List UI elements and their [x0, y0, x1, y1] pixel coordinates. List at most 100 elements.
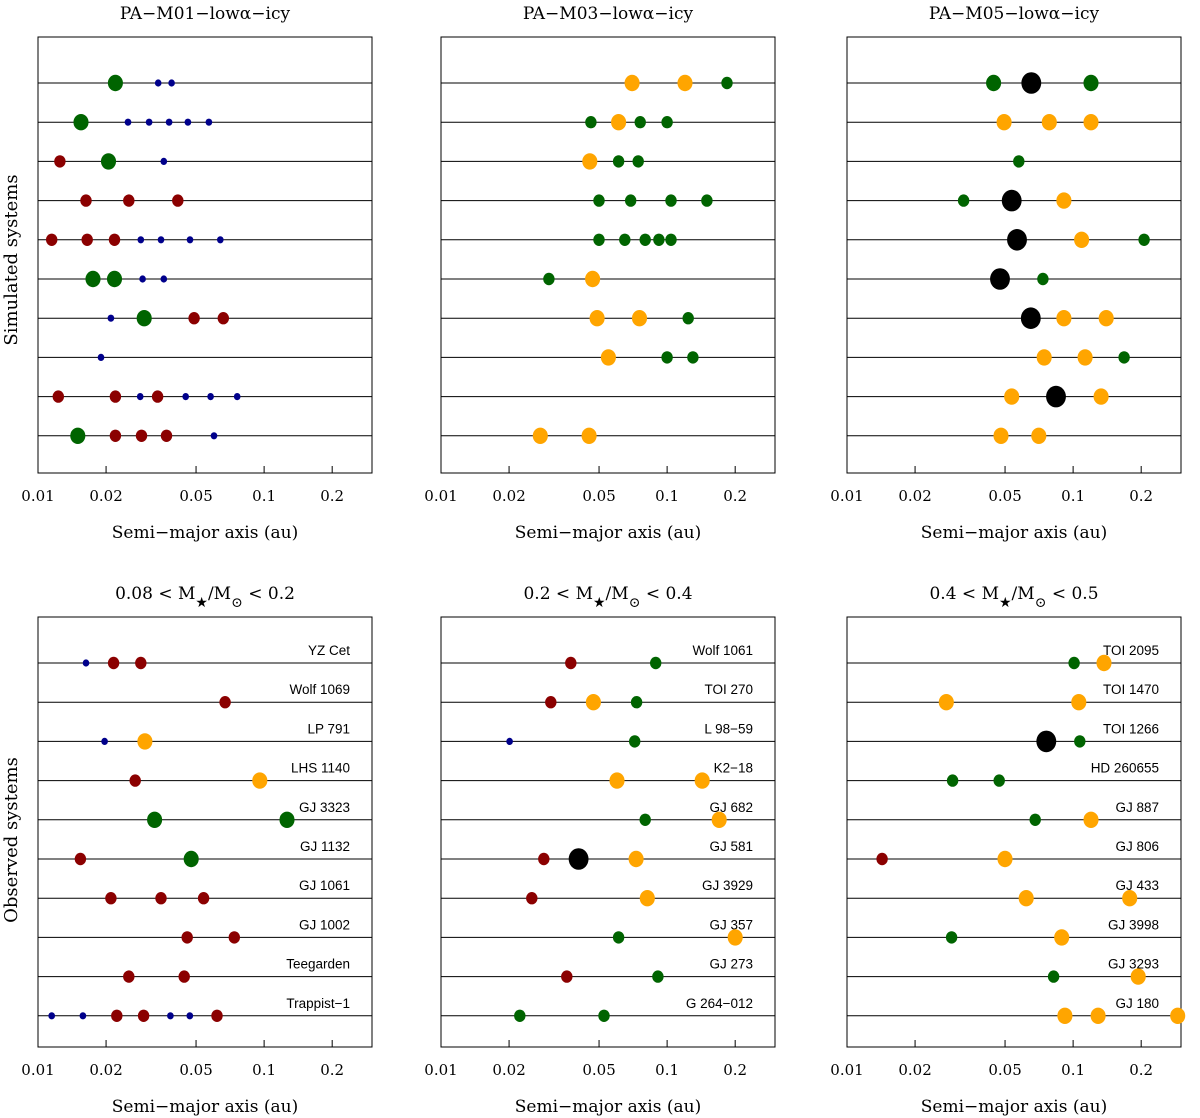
planet-marker [136, 310, 152, 327]
x-tick-label: 0.1 [1061, 487, 1085, 505]
planet-marker [100, 153, 117, 170]
planet-marker [986, 74, 1002, 92]
planet-marker [160, 275, 168, 283]
x-tick-label: 0.05 [988, 1061, 1021, 1079]
planet-marker [1001, 189, 1022, 212]
axes-frame [846, 616, 1182, 1048]
x-axis-label: Semi−major axis (au) [112, 523, 298, 543]
x-tick-label: 0.02 [898, 1061, 931, 1079]
x-tick-label: 0.01 [830, 487, 863, 505]
planet-marker [160, 157, 168, 165]
planet-marker [589, 310, 605, 327]
planet-marker [639, 890, 655, 907]
planet-marker [1118, 351, 1130, 364]
planet-marker [211, 1009, 223, 1022]
x-axis-label: Semi−major axis (au) [112, 1097, 298, 1117]
panel-title: 0.08 < M★/M⊙ < 0.2 [115, 584, 295, 611]
planet-marker [946, 774, 959, 787]
x-tick-label: 0.1 [252, 487, 276, 505]
panel-m03: PA−M03−lowα−icy 0.01 0.02 0.05 0.1 0.2 Semi−ma… [424, 4, 776, 543]
planet-marker [561, 970, 573, 983]
row-label-simulated: Simulated systems [1, 174, 22, 345]
system-label: G 264−012 [686, 996, 753, 1011]
system-label: YZ Cet [308, 643, 350, 658]
planet-marker [123, 970, 135, 983]
planet-marker [109, 390, 122, 403]
planet-marker [506, 737, 513, 746]
planet-marker [1083, 74, 1099, 92]
planet-marker [876, 852, 888, 866]
planet-marker [107, 74, 123, 92]
planet-marker [585, 694, 601, 711]
planet-marker [1031, 427, 1047, 444]
planet-marker [97, 353, 105, 361]
x-tick-label: 0.2 [1129, 487, 1153, 505]
planet-marker [585, 270, 601, 288]
planet-marker [612, 931, 625, 944]
system-label: Trappist−1 [286, 996, 350, 1011]
planet-marker [631, 310, 648, 327]
panel-obs-mid: 0.2 < M★/M⊙ < 0.4 Wolf 1061 TOI 270 L 98−59… [424, 584, 776, 1117]
planet-marker [168, 79, 175, 87]
system-label: GJ 682 [709, 800, 753, 815]
planet-marker [181, 931, 193, 944]
system-label: TOI 1470 [1103, 682, 1159, 697]
x-tick-label: 0.01 [21, 1061, 54, 1079]
system-label: HD 260655 [1091, 761, 1159, 776]
planet-marker [85, 270, 101, 288]
planet-marker [108, 233, 121, 246]
planet-marker [137, 236, 145, 244]
planet-marker [279, 811, 295, 828]
planet-marker [1074, 231, 1090, 248]
x-tick-label: 0.01 [830, 1061, 863, 1079]
axes-frame [846, 36, 1182, 474]
planet-marker [996, 114, 1012, 131]
planet-marker [1074, 735, 1086, 748]
planet-marker [997, 850, 1013, 868]
planet-marker [945, 931, 958, 944]
planet-marker [167, 1012, 174, 1020]
planet-marker [568, 848, 589, 870]
planet-marker [1068, 656, 1080, 670]
system-label: Teegarden [286, 957, 350, 972]
x-tick-label: 0.2 [320, 487, 344, 505]
planet-marker [145, 118, 153, 126]
planet-marker [600, 349, 616, 366]
planet-marker [207, 393, 214, 401]
axes-frame [440, 616, 776, 1048]
planet-marker [585, 116, 597, 129]
x-tick-label: 0.2 [1129, 1061, 1153, 1079]
planet-marker [129, 774, 141, 787]
panel-title: PA−M01−lowα−icy [120, 4, 291, 24]
planet-marker [1037, 272, 1049, 286]
planet-marker [1029, 813, 1041, 826]
planet-marker [1036, 730, 1057, 753]
planet-marker [1130, 968, 1146, 985]
x-tick-label: 0.05 [988, 487, 1021, 505]
planet-marker [721, 76, 733, 90]
x-axis-label: Semi−major axis (au) [515, 523, 701, 543]
x-tick-label: 0.1 [252, 1061, 276, 1079]
planet-marker [1041, 114, 1057, 131]
planet-marker [81, 233, 93, 246]
planet-marker [217, 312, 230, 325]
x-tick-label: 0.05 [179, 487, 212, 505]
planet-marker [135, 429, 148, 442]
planet-marker [48, 1012, 56, 1020]
row-label-observed: Observed systems [1, 757, 22, 923]
planet-marker [665, 233, 677, 246]
planet-marker [665, 194, 677, 207]
planet-marker [178, 970, 190, 983]
x-tick-label: 0.1 [1061, 1061, 1085, 1079]
system-label: Wolf 1069 [289, 682, 350, 697]
planet-marker [154, 79, 162, 87]
system-label: TOI 2095 [1103, 643, 1159, 658]
planet-marker [70, 427, 86, 444]
planet-marker [74, 852, 87, 866]
planet-marker [165, 118, 173, 126]
planet-marker [628, 850, 644, 868]
planet-marker [155, 892, 167, 905]
planet-marker [1122, 890, 1138, 907]
panel-obs-low: 0.08 < M★/M⊙ < 0.2 YZ Cet Wolf 1069 LP 791 L… [21, 584, 373, 1117]
planet-marker [252, 772, 268, 789]
